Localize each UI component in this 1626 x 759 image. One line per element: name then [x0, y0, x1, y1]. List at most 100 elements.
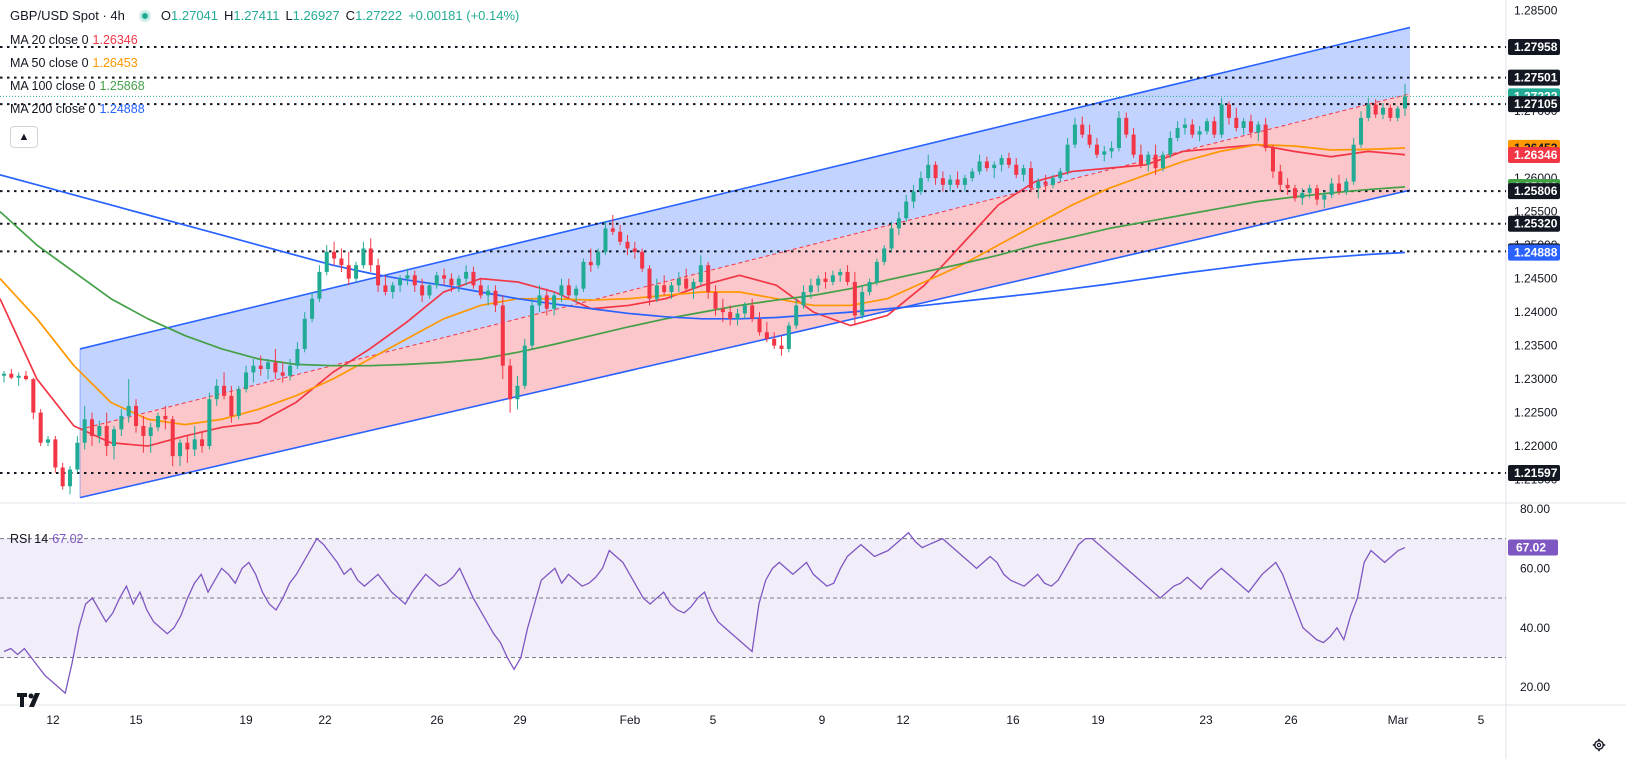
price-axis-tick: 1.28500 [1514, 4, 1558, 18]
price-axis-tick: 1.25500 [1514, 205, 1558, 219]
change-value: +0.00181 (+0.14%) [408, 8, 520, 23]
candle-body [867, 281, 872, 293]
candle-body [1190, 124, 1195, 135]
candle-body [1307, 188, 1312, 193]
candle-body [163, 415, 168, 420]
candle-body [948, 179, 953, 185]
candle-body [1182, 124, 1187, 128]
time-axis-tick: 23 [1199, 713, 1213, 727]
candle-body [1219, 104, 1224, 135]
candle-body [720, 308, 725, 313]
candle-body [1160, 154, 1165, 169]
price-axis-tick: 1.23000 [1514, 372, 1558, 386]
candle-body [38, 412, 43, 443]
candle-body [801, 292, 806, 306]
candle-body [1138, 154, 1143, 165]
candle-body [60, 467, 65, 487]
candle-body [999, 158, 1004, 165]
ma-line-2 [0, 143, 1406, 426]
candle-body [904, 201, 909, 219]
candle-body [1021, 168, 1026, 175]
candle-body [816, 278, 821, 286]
candle-body [1292, 188, 1297, 199]
candle-body [530, 305, 535, 346]
collapse-legend-button[interactable]: ▲ [10, 126, 38, 148]
candle-body [420, 285, 425, 296]
candle-body [874, 261, 879, 282]
time-axis-tick: Feb [620, 713, 641, 727]
ma20-legend[interactable]: MA 20 close 0 1.26346 [10, 33, 138, 47]
symbol-title[interactable]: GBP/USD Spot · 4h [10, 8, 125, 23]
low-value: 1.26927 [292, 8, 340, 23]
candle-body [1080, 124, 1085, 135]
candle-body [273, 362, 278, 373]
candle-body [207, 399, 212, 447]
candle-body [90, 419, 95, 437]
candle-body [1, 373, 7, 376]
candle-body [383, 285, 388, 293]
candle-body [376, 265, 381, 286]
rsi-value-tag: 67.02 [1516, 540, 1546, 554]
candle-body [691, 281, 696, 289]
rsi-line [3, 531, 1406, 695]
candle-body [317, 271, 322, 299]
candle-body [882, 248, 887, 262]
candle-body [324, 251, 329, 272]
ma100-legend[interactable]: MA 100 close 0 1.25868 [10, 79, 145, 93]
tradingview-logo-icon[interactable] [17, 691, 43, 711]
ma50-value: 1.26453 [92, 56, 138, 70]
candle-body [588, 261, 593, 266]
close-value: 1.27222 [355, 8, 403, 23]
ma200-legend[interactable]: MA 200 close 0 1.24888 [10, 102, 145, 116]
candle-body [1336, 183, 1342, 192]
time-axis-tick: 12 [896, 713, 910, 727]
candle-body [1102, 151, 1107, 155]
high-value: 1.27411 [233, 8, 280, 23]
channel-upper-line [79, 26, 1411, 350]
candle-body [537, 295, 542, 306]
candle-body [288, 365, 293, 376]
chart-settings-gear-icon[interactable] [1592, 738, 1606, 755]
candle-body [119, 415, 124, 430]
candle-body [610, 228, 615, 232]
candle-body [1065, 144, 1070, 172]
candle-body [1226, 104, 1231, 118]
candle-body [581, 261, 586, 289]
price-tag-bg [1508, 183, 1560, 200]
candle-body [229, 395, 234, 416]
candle-body [442, 275, 447, 279]
rsi-legend[interactable]: RSI 14 67.02 [10, 532, 84, 546]
candle-body [266, 362, 271, 370]
ma50-legend[interactable]: MA 50 close 0 1.26453 [10, 56, 138, 70]
candle-body [735, 313, 740, 319]
price-axis-tick: 1.23500 [1514, 339, 1558, 353]
price-axis-tick: 1.22000 [1514, 439, 1558, 453]
candle-body [1395, 108, 1400, 118]
candle-body [156, 415, 161, 428]
candle-body [214, 385, 219, 400]
candle-body [1058, 171, 1063, 179]
candle-body [185, 442, 190, 450]
ma200-label: MA 200 close 0 [10, 102, 96, 116]
candle-body [332, 251, 337, 259]
candle-body [302, 318, 307, 349]
candle-body [1285, 184, 1290, 189]
candle-body [368, 248, 373, 266]
candle-body [1197, 131, 1202, 135]
candle-body [75, 442, 80, 470]
candle-body [222, 385, 227, 396]
candle-body [772, 338, 777, 346]
candle-body [647, 268, 652, 299]
candle-body [1028, 168, 1033, 189]
price-axis-tick: 1.24000 [1514, 305, 1558, 319]
candle-body [632, 248, 637, 252]
candle-body [192, 439, 197, 450]
ma-line-3 [0, 186, 1406, 367]
market-status-icon [138, 10, 151, 22]
candle-body [662, 285, 667, 293]
candle-body [1388, 107, 1393, 118]
ma-line-1 [0, 143, 1406, 447]
candle-body [236, 389, 241, 416]
candle-body [456, 278, 461, 286]
